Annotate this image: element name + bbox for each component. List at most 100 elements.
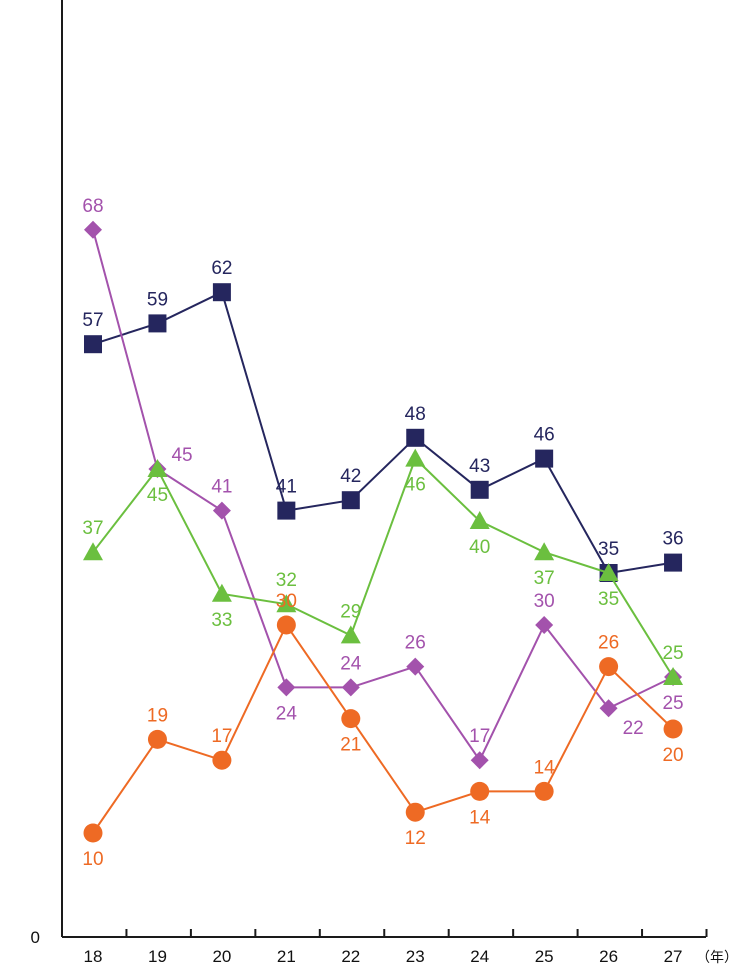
data-label: 29 (340, 601, 361, 622)
data-point-triangle (276, 594, 297, 613)
x-tick-label: 25 (535, 947, 554, 966)
series-0: 57 59 62 41 42 48 43 46 35 36 (82, 258, 684, 582)
x-tick-label: 20 (212, 947, 231, 966)
data-point-square (406, 428, 425, 447)
data-point-diamond (212, 501, 231, 520)
data-point-diamond (406, 657, 425, 676)
data-label: 43 (469, 456, 490, 477)
data-label: 25 (662, 693, 683, 714)
data-label: 59 (147, 289, 168, 310)
x-tick-label: 18 (84, 947, 103, 966)
data-label: 41 (276, 477, 297, 498)
data-point-triangle (83, 542, 103, 561)
data-point-diamond (535, 616, 554, 634)
data-point-diamond (341, 678, 360, 697)
data-point-circle (83, 823, 103, 843)
data-label: 37 (534, 568, 555, 589)
data-label: 68 (82, 196, 103, 217)
data-point-square (277, 501, 296, 520)
data-point-diamond (470, 751, 489, 770)
x-tick-label: 24 (470, 947, 489, 966)
data-label: 25 (662, 643, 683, 664)
data-label: 26 (598, 633, 619, 654)
data-point-circle (534, 781, 554, 801)
series-line (92, 623, 674, 834)
series-3: 10 19 17 30 21 12 14 14 26 20 (82, 591, 683, 870)
x-tick-label: 22 (341, 947, 360, 966)
x-tick-label: 21 (277, 947, 296, 966)
series-1: 68 45 41 24 24 26 17 30 22 25 (82, 196, 684, 770)
data-label: 40 (469, 537, 490, 558)
data-label: 37 (82, 518, 103, 539)
data-label: 30 (534, 591, 555, 612)
data-label: 19 (147, 705, 168, 726)
data-label: 24 (276, 703, 298, 724)
x-tick-label: 19 (148, 947, 167, 966)
data-point-square (470, 480, 489, 499)
data-point-square (341, 491, 360, 510)
y-zero-label: 0 (31, 928, 40, 947)
data-label: 42 (340, 466, 361, 487)
data-label: 21 (340, 735, 361, 756)
data-point-triangle (663, 667, 684, 685)
series-2: 37 45 33 32 29 46 40 37 35 25 (82, 448, 684, 685)
data-label: 12 (405, 828, 426, 849)
data-label: 48 (405, 404, 426, 425)
x-tick-label: 27 (664, 947, 683, 966)
data-point-triangle (405, 448, 426, 467)
data-point-triangle (147, 459, 168, 477)
data-point-circle (663, 719, 683, 739)
data-label: 46 (534, 425, 555, 446)
data-point-circle (599, 657, 619, 677)
series-line (92, 456, 674, 678)
data-label: 24 (340, 653, 362, 674)
data-point-diamond (84, 220, 102, 239)
series-line (92, 290, 674, 575)
data-point-triangle (211, 583, 232, 602)
data-label: 62 (211, 258, 232, 279)
data-label: 41 (211, 477, 232, 498)
data-label: 57 (82, 310, 103, 331)
data-label: 46 (405, 475, 426, 496)
x-tick-label: 26 (599, 947, 618, 966)
data-point-square (535, 449, 554, 468)
data-label: 32 (276, 570, 297, 591)
data-label: 45 (171, 445, 192, 466)
data-label: 45 (147, 485, 168, 506)
data-point-square (212, 283, 231, 302)
data-label: 14 (469, 807, 491, 828)
data-point-circle (276, 615, 296, 635)
data-label: 26 (405, 633, 426, 654)
data-point-triangle (598, 563, 619, 581)
data-label: 17 (469, 726, 490, 747)
data-label: 17 (211, 726, 232, 747)
data-point-triangle (534, 542, 555, 561)
x-unit-label: （年） (696, 949, 738, 965)
data-label: 36 (662, 529, 683, 550)
series-layer: 57 59 62 41 42 48 43 46 35 36 68 45 41 24 24 26 17 30 22 25… (82, 196, 683, 870)
data-label: 35 (598, 539, 619, 560)
data-point-circle (147, 729, 167, 749)
data-point-triangle (340, 625, 361, 644)
x-tick-labels: 18 19 20 21 22 23 24 25 26 27 (84, 947, 683, 966)
data-label: 10 (82, 849, 103, 870)
data-label: 33 (211, 610, 232, 631)
data-point-circle (470, 781, 490, 801)
data-point-square (148, 314, 167, 333)
data-label: 35 (598, 589, 619, 610)
data-label: 30 (276, 591, 297, 612)
data-point-circle (212, 750, 232, 770)
data-label: 22 (623, 718, 644, 739)
data-point-triangle (469, 511, 490, 529)
series-line (92, 229, 674, 763)
data-point-square (84, 335, 102, 354)
data-point-circle (405, 802, 425, 822)
data-point-square (664, 553, 683, 572)
x-tick-label: 23 (406, 947, 425, 966)
data-point-circle (341, 709, 361, 729)
data-point-diamond (599, 699, 618, 718)
data-label: 14 (534, 757, 556, 778)
data-point-diamond (277, 678, 296, 697)
data-label: 20 (662, 745, 683, 766)
